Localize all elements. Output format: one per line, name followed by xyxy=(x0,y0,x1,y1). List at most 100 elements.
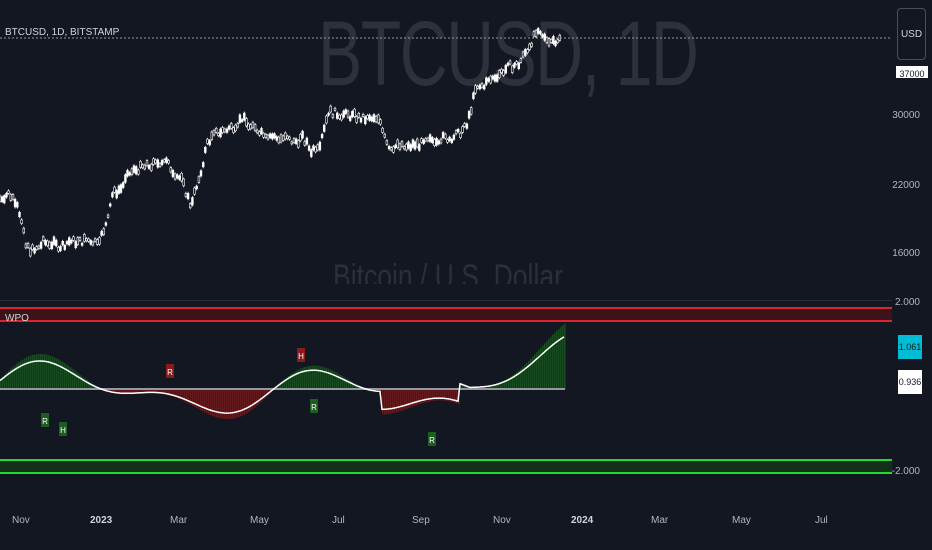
price-pane[interactable]: BTCUSD, 1D Bitcoin / U.S. Dollar BTCUSD,… xyxy=(0,0,932,300)
histogram-bar xyxy=(296,370,298,390)
histogram-bar xyxy=(450,389,452,402)
candle-body xyxy=(437,140,440,145)
histogram-bar xyxy=(428,389,430,402)
histogram-bar xyxy=(110,389,112,393)
histogram-bar xyxy=(556,330,558,390)
histogram-bar xyxy=(138,389,140,394)
candle-body xyxy=(100,231,103,236)
signal-marker-red: R xyxy=(166,364,174,378)
histogram-bar xyxy=(522,366,524,389)
signal-marker-box xyxy=(166,364,174,378)
histogram-bar xyxy=(52,356,54,389)
candle-body xyxy=(379,119,382,125)
histogram-bar xyxy=(462,383,464,389)
histogram-bar xyxy=(324,367,326,390)
histogram-bar xyxy=(126,389,128,395)
candle-body xyxy=(46,240,49,246)
histogram-bar xyxy=(504,380,506,389)
candle-body xyxy=(381,127,384,133)
pane-divider[interactable] xyxy=(0,300,892,301)
histogram-bar xyxy=(330,369,332,389)
histogram-bar xyxy=(8,370,10,389)
candle-body xyxy=(413,141,417,150)
candle-body xyxy=(145,160,149,167)
oscillator-legend[interactable]: WPO xyxy=(5,313,29,324)
candle-body xyxy=(500,68,503,73)
histogram-bar xyxy=(32,355,34,390)
candle-body xyxy=(368,114,371,121)
histogram-bar xyxy=(320,366,322,389)
histogram-bar xyxy=(310,365,312,390)
histogram-bar xyxy=(410,389,412,408)
candle-body xyxy=(0,195,2,202)
histogram-bar xyxy=(234,389,236,419)
symbol-legend[interactable]: BTCUSD, 1D, BITSTAMP xyxy=(5,27,120,38)
histogram-bar xyxy=(166,389,168,395)
histogram-bar xyxy=(516,372,518,390)
candle-body xyxy=(191,197,194,206)
histogram-bar xyxy=(168,389,170,396)
candle-body xyxy=(450,139,453,144)
histogram-bar xyxy=(58,359,60,389)
candle-body xyxy=(124,174,127,183)
histogram-bar xyxy=(44,354,46,389)
candle-body xyxy=(487,78,490,82)
histogram-bar xyxy=(132,389,134,395)
signal-marker-green: H xyxy=(59,422,67,436)
price-chart-canvas[interactable] xyxy=(0,0,932,300)
histogram-bar xyxy=(544,343,546,390)
histogram-bar xyxy=(20,360,22,390)
histogram-bar xyxy=(432,389,434,401)
histogram-bar xyxy=(398,389,400,412)
time-axis[interactable] xyxy=(0,508,932,550)
candle-body xyxy=(72,236,75,241)
histogram-bar xyxy=(56,358,58,390)
candle-body xyxy=(351,111,354,118)
histogram-bar xyxy=(352,382,354,390)
histogram-bar xyxy=(412,389,414,407)
histogram-bar xyxy=(188,389,190,404)
oscillator-canvas[interactable]: R H R R H R xyxy=(0,300,932,508)
price-axis-label: 16000 xyxy=(892,248,920,259)
histogram-bar xyxy=(500,381,502,390)
histogram-bar xyxy=(148,389,150,394)
candle-body xyxy=(461,126,464,133)
histogram-bar xyxy=(302,367,304,389)
histogram-bar xyxy=(554,332,556,389)
histogram-bar xyxy=(300,368,302,389)
histogram-bar xyxy=(174,389,176,398)
signal-marker-box xyxy=(428,432,436,446)
candle-body xyxy=(346,110,350,118)
osc-value-tag: 1.061 xyxy=(898,335,922,359)
candle-body xyxy=(137,169,140,175)
candle-body xyxy=(98,237,101,245)
candle-body xyxy=(534,30,538,38)
histogram-bar xyxy=(50,355,52,390)
histogram-bar xyxy=(240,389,242,417)
histogram-bar xyxy=(40,353,42,389)
candle-body xyxy=(16,202,19,208)
histogram-bar xyxy=(78,373,80,390)
candle-body xyxy=(182,178,185,187)
currency-button[interactable]: USD xyxy=(897,8,926,60)
oscillator-pane[interactable]: R H R R H R WPO 2.000 -2.000 1.061 0.936 xyxy=(0,297,932,508)
candle-body xyxy=(160,160,164,166)
histogram-bar xyxy=(280,382,282,389)
histogram-bar xyxy=(542,345,544,389)
histogram-bar xyxy=(196,389,198,408)
candle-body xyxy=(327,112,330,116)
candle-body xyxy=(387,146,391,150)
histogram-bar xyxy=(298,369,300,390)
candle-body xyxy=(31,244,34,250)
time-axis-label: Mar xyxy=(170,515,188,526)
candle-body xyxy=(83,234,86,242)
candle-body xyxy=(456,129,460,133)
candle-body xyxy=(117,185,121,194)
candle-body xyxy=(206,138,209,144)
candle-body xyxy=(26,243,30,248)
histogram-bar xyxy=(2,376,4,389)
candle-body xyxy=(70,239,73,244)
candle-body xyxy=(469,107,473,115)
candle-body xyxy=(446,139,449,143)
histogram-bar xyxy=(134,389,136,395)
